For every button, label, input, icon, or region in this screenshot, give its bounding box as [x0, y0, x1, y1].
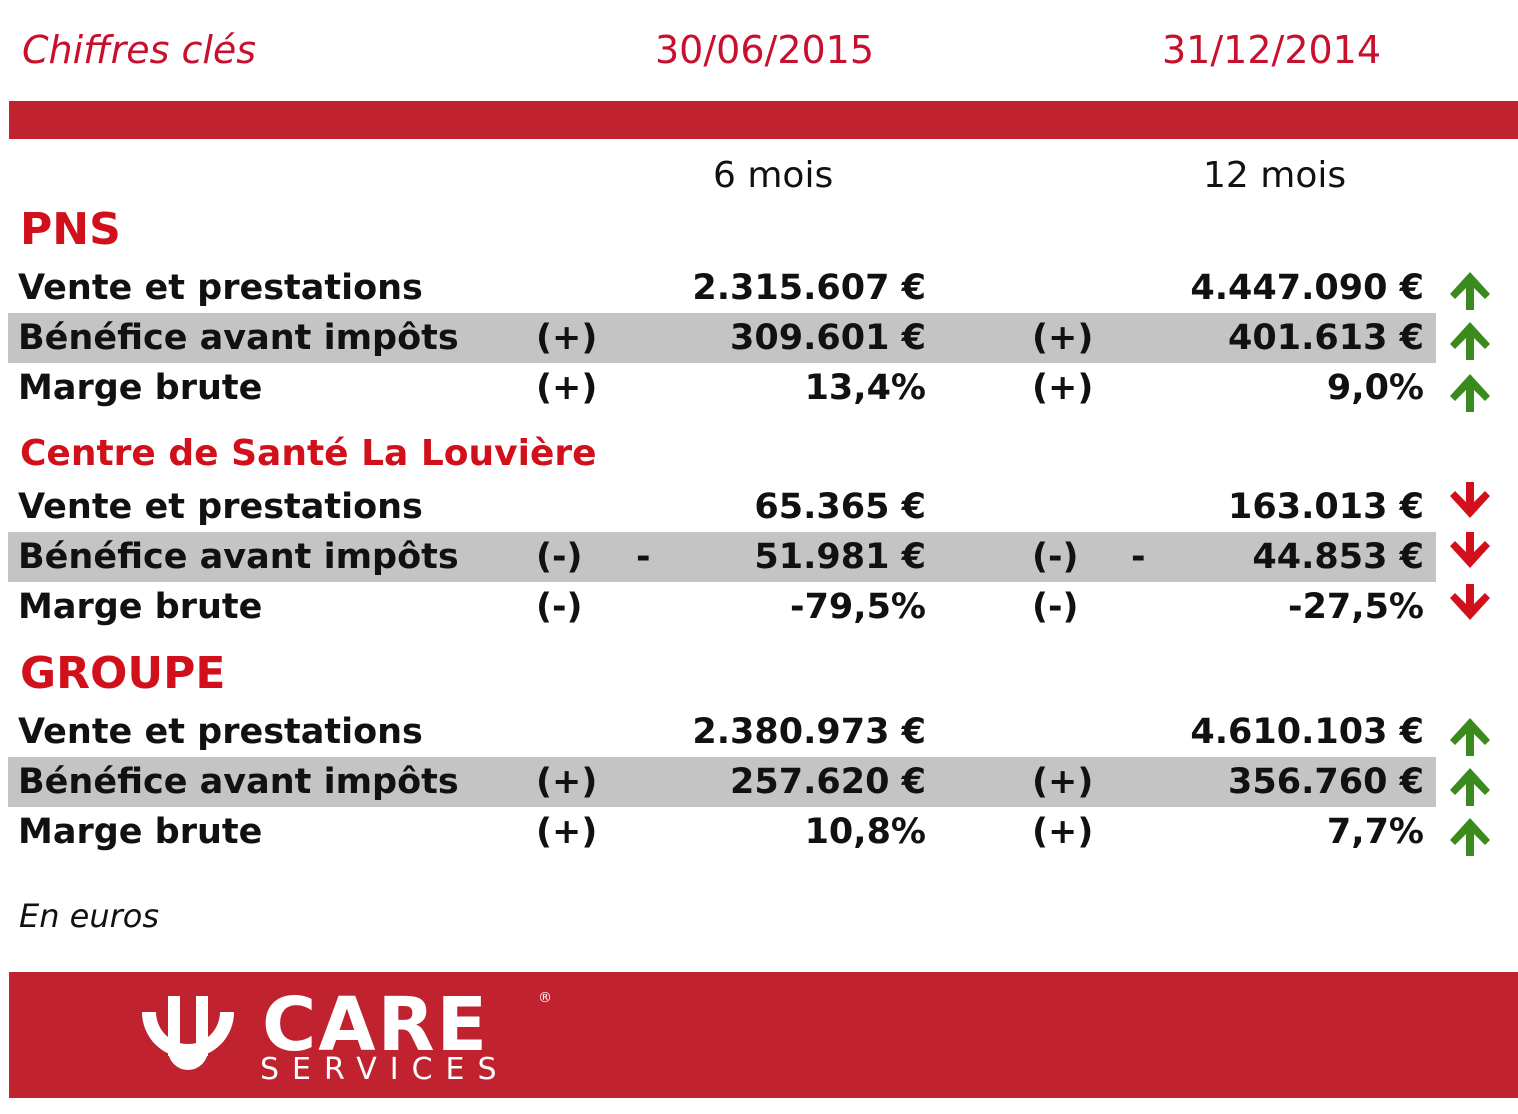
- sign-1: (+): [536, 812, 598, 852]
- sign-2: (+): [1032, 762, 1094, 802]
- section-title-pns: PNS: [20, 204, 121, 255]
- section-title-centre-de-sante: Centre de Santé La Louvière: [20, 433, 597, 474]
- table-row: Vente et prestations 2.380.973 € 4.610.1…: [8, 707, 1436, 757]
- up-arrow-icon: [1445, 712, 1495, 762]
- sign-1: (+): [536, 368, 598, 408]
- row-label: Vente et prestations: [18, 487, 423, 527]
- value-2: 4.610.103 €: [1190, 712, 1424, 752]
- value-2: 9,0%: [1326, 368, 1424, 408]
- sign-2: (-): [1032, 587, 1079, 627]
- footnote: En euros: [19, 897, 160, 935]
- sign-2: (+): [1032, 318, 1094, 358]
- up-arrow-icon: [1445, 812, 1495, 862]
- table-row: Marge brute (-) -79,5% (-) -27,5%: [8, 582, 1436, 632]
- logo-wordmark: CARE: [262, 982, 490, 1068]
- table-row: Vente et prestations 65.365 € 163.013 €: [8, 482, 1436, 532]
- table-row: Bénéfice avant impôts (+) 309.601 € (+) …: [8, 313, 1436, 363]
- ucare-logo: CARE ® SERVICES: [128, 982, 568, 1090]
- value-2: 356.760 €: [1228, 762, 1424, 802]
- minus-2: -: [1131, 537, 1146, 577]
- row-label: Bénéfice avant impôts: [18, 762, 459, 802]
- row-label: Marge brute: [18, 368, 263, 408]
- up-arrow-icon: [1445, 266, 1495, 316]
- sign-2: (+): [1032, 368, 1094, 408]
- down-arrow-icon: [1445, 528, 1495, 578]
- value-2: -27,5%: [1288, 587, 1424, 627]
- value-1: 10,8%: [804, 812, 926, 852]
- value-2: 4.447.090 €: [1190, 268, 1424, 308]
- value-1: 2.315.607 €: [692, 268, 926, 308]
- table-row: Vente et prestations 2.315.607 € 4.447.0…: [8, 263, 1436, 313]
- down-arrow-icon: [1445, 580, 1495, 630]
- value-1: 13,4%: [804, 368, 926, 408]
- header-divider-bar: [9, 101, 1518, 139]
- footer-bar: [9, 972, 1518, 1098]
- row-label: Marge brute: [18, 587, 263, 627]
- row-label: Vente et prestations: [18, 268, 423, 308]
- sign-1: (-): [536, 587, 583, 627]
- column-date-2: 31/12/2014: [1162, 28, 1382, 72]
- value-1: 309.601 €: [730, 318, 926, 358]
- table-row: Marge brute (+) 13,4% (+) 9,0%: [8, 363, 1436, 413]
- sign-1: (+): [536, 762, 598, 802]
- sign-1: (-): [536, 537, 583, 577]
- row-label: Bénéfice avant impôts: [18, 318, 459, 358]
- value-2: 163.013 €: [1228, 487, 1424, 527]
- minus-1: -: [636, 537, 651, 577]
- value-1: -79,5%: [790, 587, 926, 627]
- page-title: Chiffres clés: [22, 28, 257, 72]
- period-label-2: 12 mois: [1203, 155, 1347, 196]
- table-row: Marge brute (+) 10,8% (+) 7,7%: [8, 807, 1436, 857]
- value-1: 2.380.973 €: [692, 712, 926, 752]
- row-label: Vente et prestations: [18, 712, 423, 752]
- value-2: 7,7%: [1326, 812, 1424, 852]
- up-arrow-icon: [1445, 316, 1495, 366]
- column-date-1: 30/06/2015: [655, 28, 875, 72]
- value-1: 257.620 €: [730, 762, 926, 802]
- logo-subtitle: SERVICES: [260, 1052, 510, 1087]
- sign-2: (+): [1032, 812, 1094, 852]
- value-2: 44.853 €: [1252, 537, 1424, 577]
- ucare-logo-icon: [142, 996, 234, 1070]
- sign-1: (+): [536, 318, 598, 358]
- value-1: 65.365 €: [754, 487, 926, 527]
- row-label: Marge brute: [18, 812, 263, 852]
- sign-2: (-): [1032, 537, 1079, 577]
- down-arrow-icon: [1445, 478, 1495, 528]
- section-title-groupe: GROUPE: [20, 648, 226, 699]
- table-row: Bénéfice avant impôts (+) 257.620 € (+) …: [8, 757, 1436, 807]
- up-arrow-icon: [1445, 368, 1495, 418]
- period-label-1: 6 mois: [713, 155, 834, 196]
- table-row: Bénéfice avant impôts (-) - 51.981 € (-)…: [8, 532, 1436, 582]
- value-2: 401.613 €: [1228, 318, 1424, 358]
- value-1: 51.981 €: [754, 537, 926, 577]
- up-arrow-icon: [1445, 762, 1495, 812]
- row-label: Bénéfice avant impôts: [18, 537, 459, 577]
- logo-registered-mark: ®: [538, 990, 552, 1006]
